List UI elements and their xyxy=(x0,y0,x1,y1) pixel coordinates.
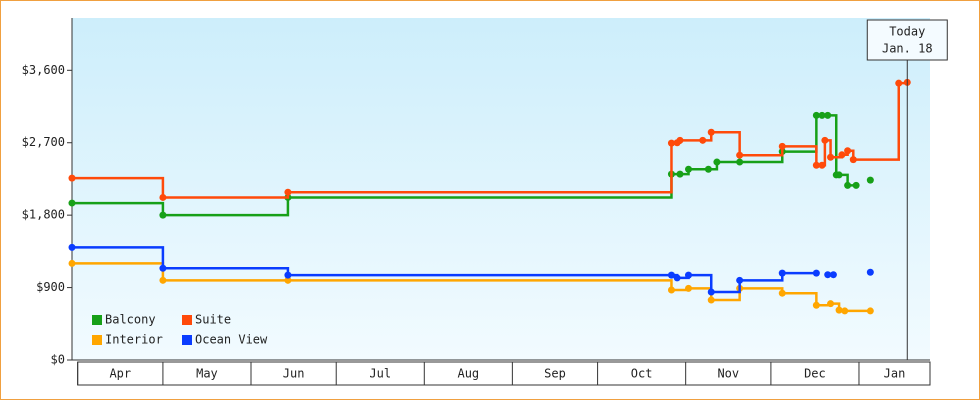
price-point xyxy=(812,301,820,309)
legend-swatch xyxy=(182,315,192,325)
today-box xyxy=(866,19,948,61)
x-tick-label: Oct xyxy=(631,367,653,381)
price-point xyxy=(829,271,837,279)
price-point xyxy=(841,307,849,315)
price-point xyxy=(812,269,820,277)
legend-label: Interior xyxy=(105,333,163,347)
price-point xyxy=(866,307,874,315)
price-point xyxy=(667,271,675,279)
price-point xyxy=(667,286,675,294)
legend-swatch xyxy=(92,335,102,345)
x-tick-label: Jan xyxy=(884,367,906,381)
legend-swatch xyxy=(92,315,102,325)
x-tick-label: Jul xyxy=(369,367,391,381)
y-tick-label: $3,600 xyxy=(22,63,65,77)
price-point xyxy=(778,289,786,297)
today-label: Today xyxy=(889,25,925,39)
price-point xyxy=(284,271,292,279)
price-point xyxy=(699,136,707,144)
price-point xyxy=(736,276,744,284)
price-point xyxy=(866,268,874,276)
today-label: Jan. 18 xyxy=(882,42,933,56)
legend-label: Ocean View xyxy=(195,333,268,347)
price-point xyxy=(824,111,832,119)
x-tick-label: Dec xyxy=(804,367,826,381)
price-point xyxy=(838,151,846,159)
price-point xyxy=(812,111,820,119)
legend-label: Balcony xyxy=(105,313,156,327)
price-point xyxy=(685,271,693,279)
price-point xyxy=(707,288,715,296)
price-point xyxy=(159,193,167,201)
price-point xyxy=(713,158,721,166)
price-point xyxy=(159,264,167,272)
plot-area xyxy=(72,18,930,360)
y-tick-label: $900 xyxy=(36,280,65,294)
price-point xyxy=(736,151,744,159)
price-point xyxy=(844,181,852,189)
price-point xyxy=(824,271,832,279)
price-point xyxy=(284,276,292,284)
y-tick-label: $1,800 xyxy=(22,208,65,222)
price-point xyxy=(818,161,826,169)
price-point xyxy=(673,274,681,282)
price-point xyxy=(676,170,684,178)
x-tick-label: Apr xyxy=(109,367,131,381)
price-point xyxy=(68,199,76,207)
price-point xyxy=(704,165,712,173)
price-point xyxy=(827,300,835,308)
price-point xyxy=(895,79,903,87)
legend-label: Suite xyxy=(195,313,231,327)
price-point xyxy=(685,165,693,173)
price-point xyxy=(778,269,786,277)
price-point xyxy=(685,284,693,292)
x-tick-label: May xyxy=(196,367,218,381)
y-tick-label: $0 xyxy=(51,353,65,367)
price-point xyxy=(866,176,874,184)
legend-swatch xyxy=(182,335,192,345)
price-point xyxy=(159,276,167,284)
price-line xyxy=(72,114,857,217)
x-tick-label: Aug xyxy=(457,367,479,381)
x-tick-label: Sep xyxy=(544,367,566,381)
price-point xyxy=(821,136,829,144)
price-point xyxy=(159,211,167,219)
price-point xyxy=(284,188,292,196)
y-tick-label: $2,700 xyxy=(22,135,65,149)
x-tick-label: Jun xyxy=(283,367,305,381)
price-point xyxy=(667,139,675,147)
price-point xyxy=(707,128,715,136)
price-point xyxy=(844,147,852,155)
price-point xyxy=(676,136,684,144)
price-point xyxy=(827,153,835,161)
price-point xyxy=(68,243,76,251)
price-point xyxy=(68,259,76,267)
x-tick-label: Nov xyxy=(717,367,739,381)
price-point xyxy=(68,174,76,182)
price-point xyxy=(736,158,744,166)
price-point xyxy=(849,156,857,164)
price-point xyxy=(835,171,843,179)
price-point xyxy=(852,181,860,189)
price-point xyxy=(778,142,786,150)
price-point xyxy=(812,161,820,169)
price-point xyxy=(818,111,826,119)
price-point xyxy=(707,296,715,304)
price-point xyxy=(835,306,843,314)
